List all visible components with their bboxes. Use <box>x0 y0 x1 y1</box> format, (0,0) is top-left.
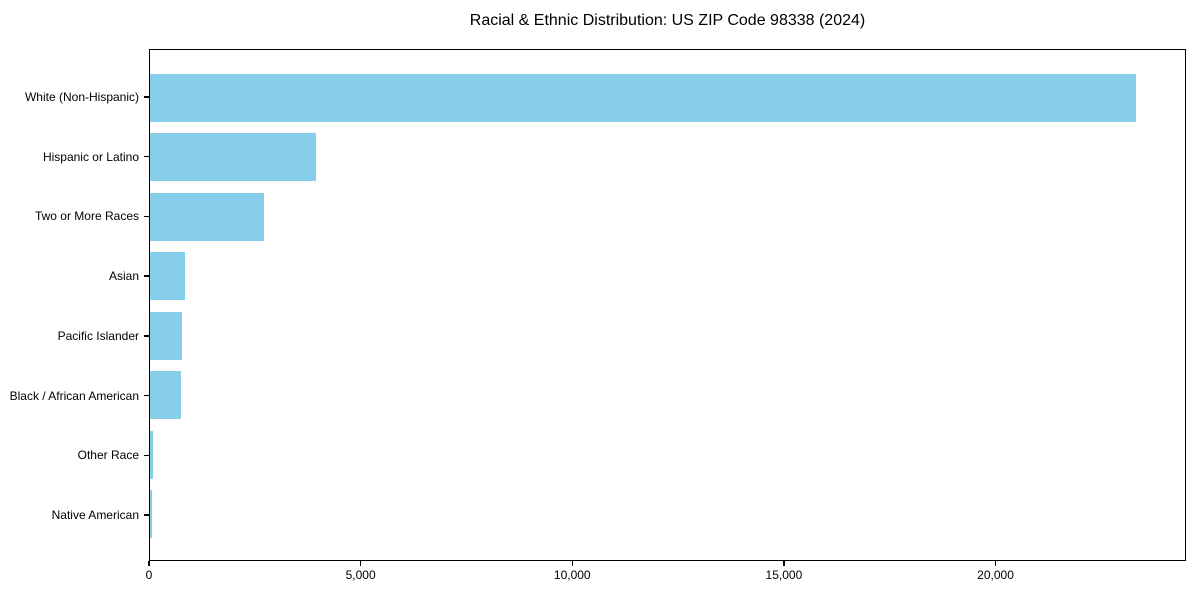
bar-white-non-hispanic <box>150 73 1136 122</box>
y-label-row: Asian <box>0 246 139 306</box>
y-tick-label: White (Non-Hispanic) <box>24 89 139 104</box>
bar-row <box>150 247 1185 307</box>
bar-row <box>150 485 1185 545</box>
y-label-row: Native American <box>0 485 139 545</box>
y-tick-label: Other Race <box>77 448 139 463</box>
y-tick-mark <box>144 155 149 158</box>
y-tick-row <box>144 426 149 486</box>
y-tick-row <box>144 366 149 426</box>
y-tick-label: Asian <box>108 269 139 284</box>
y-tick-row <box>144 485 149 545</box>
x-tick-mark <box>359 561 362 566</box>
y-label-row: Black / African American <box>0 366 139 426</box>
x-tick-mark <box>148 561 150 566</box>
bar-hispanic-or-latino <box>150 133 317 182</box>
chart-title: Racial & Ethnic Distribution: US ZIP Cod… <box>469 12 866 29</box>
y-tick-mark <box>144 96 149 98</box>
bar-row <box>150 68 1185 128</box>
y-axis-ticks <box>144 67 149 545</box>
y-tick-mark <box>144 394 149 397</box>
y-tick-label: Two or More Races <box>34 209 139 224</box>
x-tick-mark <box>571 561 573 566</box>
y-tick-mark <box>144 215 149 218</box>
y-tick-mark <box>144 454 149 457</box>
y-tick-row <box>144 187 149 247</box>
x-tick-label: 0 <box>145 568 153 582</box>
x-tick-label: 15,000 <box>765 568 803 582</box>
bar-row <box>150 366 1185 426</box>
y-label-row: Hispanic or Latino <box>0 127 139 187</box>
y-tick-row <box>144 246 149 306</box>
y-tick-label: Native American <box>51 508 139 523</box>
y-tick-row <box>144 306 149 366</box>
bar-row <box>150 306 1185 366</box>
bar-native-american <box>150 490 153 539</box>
y-label-row: Two or More Races <box>0 187 139 247</box>
y-label-row: Pacific Islander <box>0 306 139 366</box>
y-tick-label: Hispanic or Latino <box>42 149 139 164</box>
y-tick-label: Pacific Islander <box>57 328 139 343</box>
y-tick-mark <box>144 275 149 277</box>
bar-row <box>150 425 1185 485</box>
x-tick-label: 5,000 <box>345 568 376 582</box>
y-tick-row <box>144 67 149 127</box>
y-tick-label: Black / African American <box>9 388 139 403</box>
x-tick-label: 20,000 <box>977 568 1014 582</box>
bar-row <box>150 128 1185 188</box>
bar-pacific-islander <box>150 311 183 360</box>
y-tick-row <box>144 127 149 187</box>
x-tick-mark <box>994 561 997 566</box>
y-tick-mark <box>144 514 149 516</box>
plot-area <box>149 49 1186 561</box>
x-tick-mark <box>783 561 785 566</box>
y-tick-mark <box>144 335 149 337</box>
x-tick-label: 10,000 <box>553 568 591 582</box>
bar-other-race <box>150 430 154 479</box>
x-axis: 0 5,000 10,000 15,000 20,000 <box>145 561 1186 591</box>
y-label-row: White (Non-Hispanic) <box>0 67 139 127</box>
bars-layer <box>150 68 1185 544</box>
bar-asian <box>150 252 185 301</box>
y-axis-labels: White (Non-Hispanic) Hispanic or Latino Tw… <box>0 67 139 545</box>
bar-row <box>150 187 1185 247</box>
y-label-row: Other Race <box>0 426 139 486</box>
bar-two-or-more-races <box>150 192 264 241</box>
bar-black-african-american <box>150 371 182 420</box>
